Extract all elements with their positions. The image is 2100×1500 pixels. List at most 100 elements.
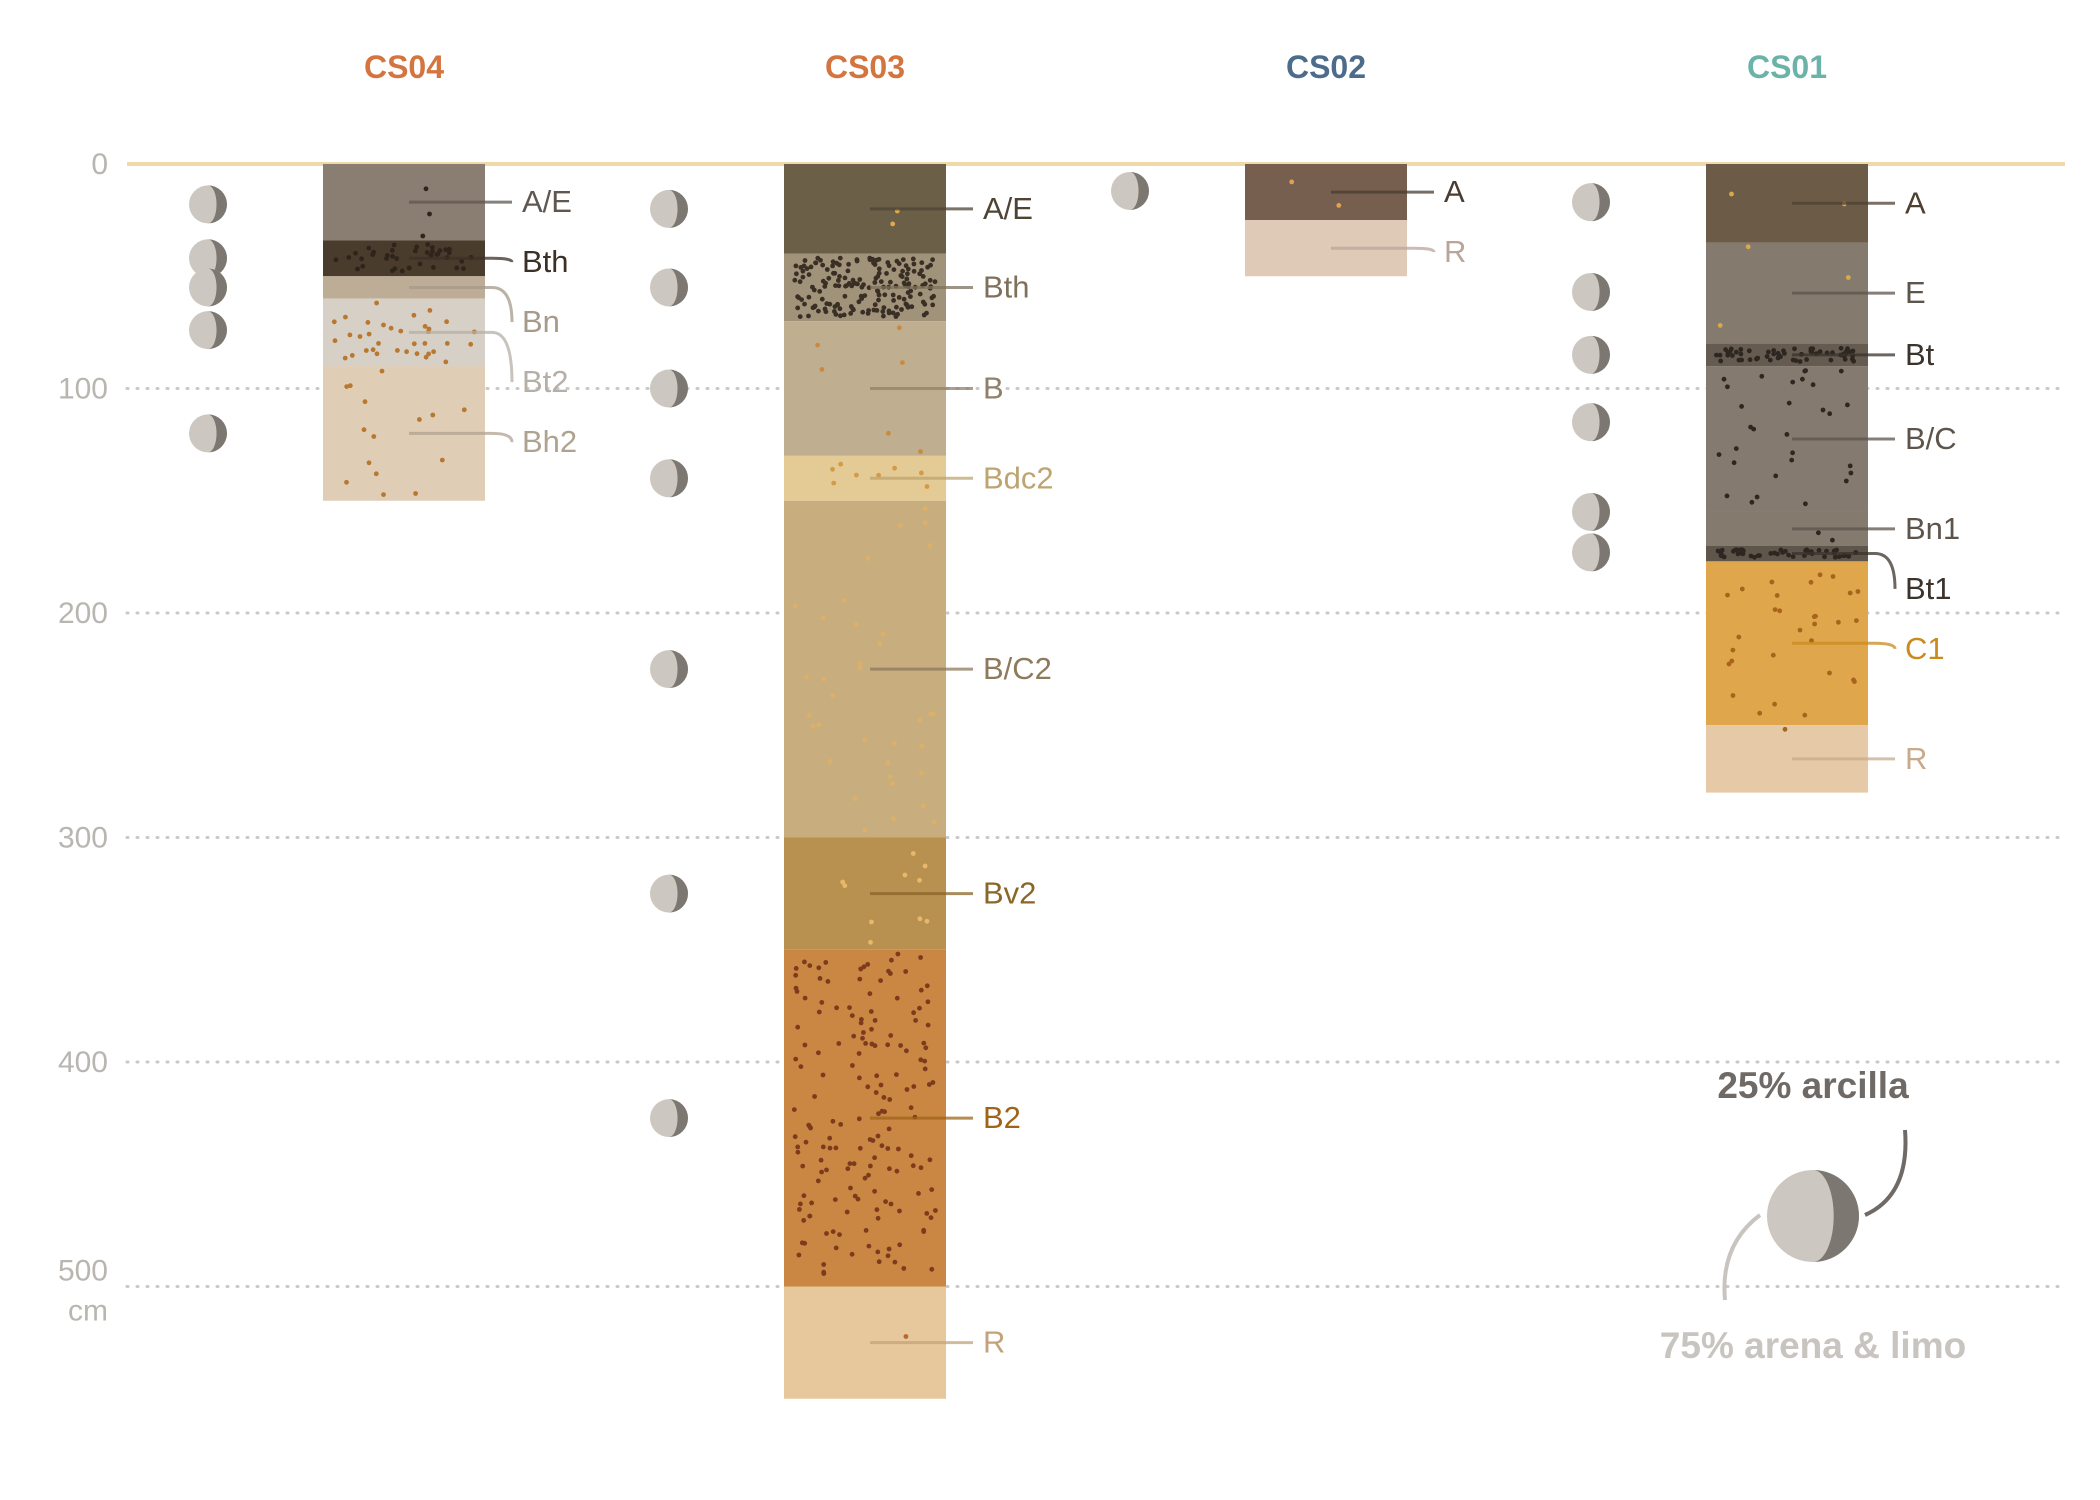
texture-dot [873,1090,879,1095]
texture-dot [876,297,881,303]
horizon-label: B/C [1905,421,1957,456]
texture-dot [422,324,428,329]
texture-dot [361,427,367,433]
texture-dot [431,349,436,355]
texture-dot [1777,608,1783,614]
texture-dot [832,1197,838,1202]
texture-dot [890,310,896,316]
texture-dot [842,275,848,281]
texture-dot [904,1087,910,1092]
texture-dot [816,1050,821,1056]
marker-clay-part [669,459,688,498]
texture-dot [824,301,830,307]
texture-dot [902,872,908,878]
texture-dot [1730,353,1735,358]
texture-dot [874,308,880,313]
texture-dot [1842,356,1848,362]
texture-dot [822,306,828,312]
texture-dot [875,289,881,294]
texture-dot [931,293,936,299]
horizon-texture-dots [903,1334,909,1339]
texture-dot [841,312,847,318]
texture-dot [1754,494,1760,500]
texture-dot [1789,457,1795,463]
texture-dot [848,1185,853,1191]
texture-dot [837,255,843,261]
texture-dot [797,314,803,319]
texture-dot [381,492,386,497]
texture-dot [798,1201,803,1207]
texture-dot [857,1075,862,1081]
texture-dot [793,972,799,978]
texture-dot [366,331,372,337]
texture-dot [900,257,906,262]
texture-dot [820,262,826,268]
texture-dot [911,268,917,274]
texture-dot [816,965,822,971]
texture-dot [808,264,814,270]
marker-clay-part [669,268,688,307]
texture-dot [904,1048,909,1054]
soil-profiles: CS04 A/E Bth Bn Bt2 Bh2 CS03 A/E Bth B Bdc2 B/C2 Bv2… [189,49,1960,1399]
horizon-texture-dots [331,300,477,365]
texture-dot [922,506,928,512]
marker-clay-part [208,185,227,224]
tick-label: 300 [58,822,108,855]
texture-dot [1784,432,1790,437]
texture-dot [847,1005,852,1010]
texture-dot [1803,368,1808,373]
texture-dot [927,277,933,283]
texture-dot [366,245,372,251]
texture-dot [922,1066,928,1072]
texture-dot [430,245,435,250]
texture-dot [376,341,381,346]
texture-dot [331,319,337,325]
texture-dot [891,816,896,822]
texture-dot [865,556,871,561]
texture-dot [1733,349,1739,355]
texture-dot [910,256,916,262]
texture-dot [1782,726,1788,732]
texture-dot [461,266,466,271]
horizon-leader-line [409,431,514,443]
texture-dot [886,968,891,974]
texture-dot [854,472,859,478]
texture-dot [830,263,835,269]
texture-dot [1752,554,1757,560]
texture-dot [879,1143,885,1149]
texture-dot [807,1213,813,1219]
horizon-texture-dots [830,461,930,489]
texture-dot [1764,354,1770,359]
texture-dot [891,267,897,272]
texture-dot [1830,537,1835,543]
texture-dot [869,1026,874,1032]
texture-dot [832,309,837,314]
horizon-label: Bt [1905,337,1935,372]
texture-dot [891,298,896,303]
texture-dot [921,1040,927,1046]
texture-dot [1730,693,1736,698]
texture-dot [878,279,884,284]
texture-dot [1810,346,1816,352]
texture-dot [872,302,878,308]
texture-dot [425,242,431,247]
horizon-label: Bh2 [522,424,577,459]
texture-dot [1769,579,1775,585]
texture-dot [930,257,935,263]
texture-dot [1727,349,1733,354]
texture-dot [927,1157,933,1163]
texture-dot [1816,547,1822,553]
texture-dot [826,275,832,281]
texture-dot [881,305,887,310]
texture-dot [857,665,863,670]
texture-dot [1850,348,1856,354]
texture-dot [1832,554,1838,560]
texture-dot [824,1231,829,1236]
texture-dot [875,1249,881,1255]
texture-dot [876,472,881,478]
horizon-label: Bv2 [983,876,1036,911]
texture-dot [834,260,840,266]
texture-dot [836,1041,842,1046]
texture-dot [1817,572,1823,578]
texture-dot [876,266,882,272]
